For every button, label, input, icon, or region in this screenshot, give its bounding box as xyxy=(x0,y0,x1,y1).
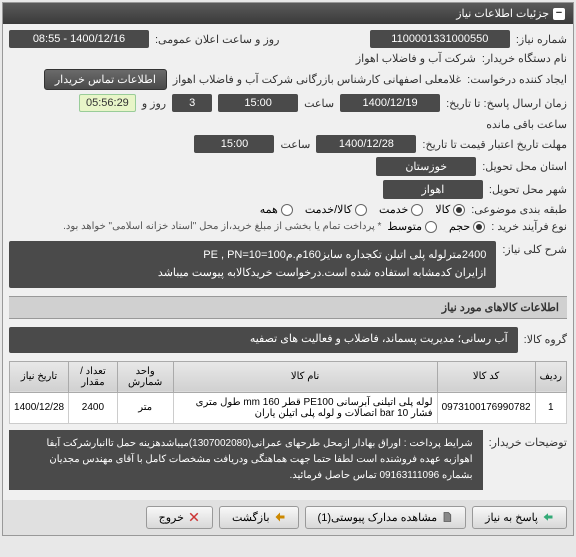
row-group: گروه کالا: آب رسانی؛ مدیریت پسماند، فاضل… xyxy=(9,323,567,357)
field-buyer: شرکت آب و فاضلاب اهواز xyxy=(356,52,476,65)
row-notes: توضیحات خریدار: شرایط پرداخت : اوراق بها… xyxy=(9,430,567,490)
field-niaz-number: 1100001331000550 xyxy=(370,30,510,48)
field-creator: غلامعلی اصفهانی کارشناس بازرگانی شرکت آب… xyxy=(173,73,461,86)
label-province: استان محل تحویل: xyxy=(482,160,567,173)
row-province: استان محل تحویل: خوزستان xyxy=(9,157,567,176)
col-qty: تعداد / مقدار xyxy=(69,361,118,392)
label-category: طبقه بندی موضوعی: xyxy=(471,203,567,216)
field-announce: 1400/12/16 - 08:55 xyxy=(9,30,149,48)
label-city: شهر محل تحویل: xyxy=(489,183,567,196)
attachment-icon xyxy=(441,511,453,523)
col-unit: واحد شمارش xyxy=(117,361,173,392)
label-hour2: ساعت xyxy=(280,138,310,151)
table-header-row: ردیف کد کالا نام کالا واحد شمارش تعداد /… xyxy=(10,361,567,392)
field-reply-hour: 15:00 xyxy=(218,94,298,112)
attachments-button[interactable]: مشاهده مدارک پیوستی(1) xyxy=(305,506,467,529)
process-note: * پرداخت تمام یا بخشی از مبلغ خرید،از مح… xyxy=(63,221,381,232)
field-validity-hour: 15:00 xyxy=(194,135,274,153)
radio-icon xyxy=(473,221,485,233)
field-reply-date: 1400/12/19 xyxy=(340,94,440,112)
radio-icon xyxy=(355,204,367,216)
radio-hajm[interactable]: حجم xyxy=(449,220,485,233)
cell-date: 1400/12/28 xyxy=(10,392,69,423)
field-validity-date: 1400/12/28 xyxy=(316,135,416,153)
cell-code: 0973100176990782 xyxy=(437,392,535,423)
panel-title: جزئیات اطلاعات نیاز xyxy=(456,7,549,20)
row-niaz-number: شماره نیاز: 1100001331000550 روز و ساعت … xyxy=(9,30,567,48)
items-table: ردیف کد کالا نام کالا واحد شمارش تعداد /… xyxy=(9,361,567,424)
cell-unit: متر xyxy=(117,392,173,423)
panel-header: − جزئیات اطلاعات نیاز xyxy=(3,3,573,24)
label-niaz-number: شماره نیاز: xyxy=(516,33,567,46)
back-button[interactable]: بازگشت xyxy=(219,506,299,529)
row-category: طبقه بندی موضوعی: کالا خدمت کالا/خدمت هم… xyxy=(9,203,567,216)
countdown-timer: 05:56:29 xyxy=(79,94,136,112)
col-date: تاریخ نیاز xyxy=(10,361,69,392)
cell-row: 1 xyxy=(535,392,566,423)
reply-icon xyxy=(542,511,554,523)
cell-qty: 2400 xyxy=(69,392,118,423)
label-description: شرح کلی نیاز: xyxy=(502,237,567,256)
description-text: 2400مترلوله پلی اتیلن تکجداره سایز160م.م… xyxy=(9,241,496,288)
label-group: گروه کالا: xyxy=(524,333,567,346)
row-description: شرح کلی نیاز: 2400مترلوله پلی اتیلن تکجد… xyxy=(9,237,567,292)
radio-kala[interactable]: کالا xyxy=(435,203,465,216)
reply-button[interactable]: پاسخ به نیاز xyxy=(472,506,567,529)
label-announce: روز و ساعت اعلان عمومی: xyxy=(155,33,279,46)
label-hour1: ساعت xyxy=(304,97,334,110)
label-price-validity: مهلت تاریخ اعتبار قیمت تا تاریخ: xyxy=(422,138,567,151)
radio-khedmat[interactable]: خدمت xyxy=(379,203,423,216)
back-icon xyxy=(274,511,286,523)
field-days: 3 xyxy=(172,94,212,112)
radio-all[interactable]: همه xyxy=(260,203,293,216)
radio-icon xyxy=(281,204,293,216)
label-dayand: روز و xyxy=(142,97,166,110)
label-reply-deadline: زمان ارسال پاسخ: تا تاریخ: xyxy=(446,97,567,110)
notes-text: شرایط پرداخت : اوراق بهادار ازمحل طرحهای… xyxy=(9,430,483,490)
label-buyer: نام دستگاه خریدار: xyxy=(482,52,567,65)
process-radio-group: حجم متوسط xyxy=(387,220,485,233)
exit-icon xyxy=(188,511,200,523)
radio-kala-khedmat[interactable]: کالا/خدمت xyxy=(305,203,367,216)
panel-body: شماره نیاز: 1100001331000550 روز و ساعت … xyxy=(3,24,573,500)
label-remain-tail: ساعت باقی مانده xyxy=(486,118,567,131)
footer-buttons: پاسخ به نیاز مشاهده مدارک پیوستی(1) بازگ… xyxy=(3,500,573,535)
row-process-type: نوع فرآیند خرید : حجم متوسط * پرداخت تما… xyxy=(9,220,567,233)
table-row[interactable]: 1 0973100176990782 لوله پلی اتیلنی آبرسا… xyxy=(10,392,567,423)
field-province: خوزستان xyxy=(376,157,476,176)
label-notes: توضیحات خریدار: xyxy=(489,430,567,449)
contact-info-button[interactable]: اطلاعات تماس خریدار xyxy=(44,69,167,90)
col-code: کد کالا xyxy=(437,361,535,392)
details-panel: − جزئیات اطلاعات نیاز شماره نیاز: 110000… xyxy=(2,2,574,536)
items-section-header: اطلاعات کالاهای مورد نیاز xyxy=(9,296,567,319)
row-price-validity: مهلت تاریخ اعتبار قیمت تا تاریخ: 1400/12… xyxy=(9,135,567,153)
items-section-title: اطلاعات کالاهای مورد نیاز xyxy=(442,302,559,314)
radio-icon xyxy=(411,204,423,216)
label-process: نوع فرآیند خرید : xyxy=(491,220,567,233)
radio-icon xyxy=(425,221,437,233)
cell-name: لوله پلی اتیلنی آبرسانی PE100 قطر 160 mm… xyxy=(173,392,437,423)
category-radio-group: کالا خدمت کالا/خدمت همه xyxy=(260,203,465,216)
radio-icon xyxy=(453,204,465,216)
row-buyer: نام دستگاه خریدار: شرکت آب و فاضلاب اهوا… xyxy=(9,52,567,65)
col-name: نام کالا xyxy=(173,361,437,392)
radio-motavaset[interactable]: متوسط xyxy=(387,220,437,233)
exit-button[interactable]: خروج xyxy=(146,506,213,529)
row-reply-deadline: زمان ارسال پاسخ: تا تاریخ: 1400/12/19 سا… xyxy=(9,94,567,131)
collapse-icon[interactable]: − xyxy=(553,8,565,20)
label-creator: ایجاد کننده درخواست: xyxy=(467,73,567,86)
row-creator: ایجاد کننده درخواست: غلامعلی اصفهانی کار… xyxy=(9,69,567,90)
field-city: اهواز xyxy=(383,180,483,199)
group-text: آب رسانی؛ مدیریت پسماند، فاضلاب و فعالیت… xyxy=(9,327,518,353)
col-row: ردیف xyxy=(535,361,566,392)
row-city: شهر محل تحویل: اهواز xyxy=(9,180,567,199)
